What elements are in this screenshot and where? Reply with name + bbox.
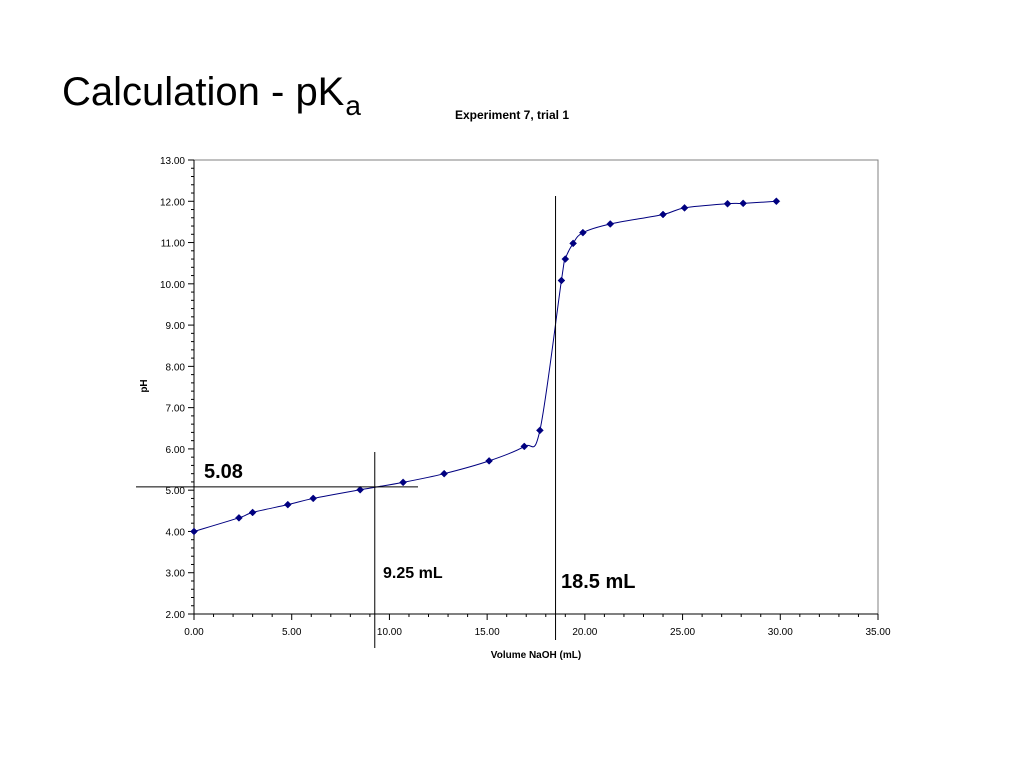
data-point <box>235 513 243 522</box>
y-tick-label: 13.00 <box>160 156 185 167</box>
x-axis-title: Volume NaOH (mL) <box>491 650 581 661</box>
data-point <box>659 210 667 219</box>
data-point <box>399 478 407 487</box>
y-tick-label: 12.00 <box>160 197 185 208</box>
series-curve <box>193 200 777 532</box>
x-tick-label: 5.00 <box>282 627 302 638</box>
data-point <box>248 508 257 517</box>
data-point <box>190 527 198 536</box>
data-point <box>536 426 544 435</box>
annotation-eq-volume: 18.5 mL <box>561 571 635 593</box>
x-tick-label: 30.00 <box>768 627 793 638</box>
y-tick-label: 7.00 <box>166 404 186 415</box>
y-tick-label: 6.00 <box>166 445 186 456</box>
data-point <box>440 469 449 478</box>
data-point <box>356 485 364 494</box>
reference-lines <box>136 196 557 648</box>
data-point <box>606 220 615 228</box>
x-tick-labels: 0.00 5.00 10.00 15.00 20.00 25.00 30.00 35.00 <box>184 627 891 638</box>
x-tick-label: 15.00 <box>475 627 500 638</box>
data-point <box>283 500 292 509</box>
y-tick-label: 2.00 <box>166 610 186 621</box>
y-tick-label: 8.00 <box>166 362 186 373</box>
x-tick-label: 25.00 <box>670 627 695 638</box>
slide-title-main: Calculation - pK <box>62 70 345 114</box>
slide-title: Calculation - pKa <box>62 70 361 122</box>
data-point <box>520 442 529 451</box>
data-point <box>723 199 732 208</box>
data-point <box>680 204 689 212</box>
y-tick-label: 4.00 <box>166 527 186 538</box>
slide-title-subscript: a <box>345 90 361 121</box>
data-point <box>561 255 570 263</box>
annotation-half-eq-volume: 9.25 mL <box>383 565 443 582</box>
x-tick-label: 10.00 <box>377 627 402 638</box>
x-tick-label: 0.00 <box>184 627 204 638</box>
series-points <box>190 197 781 536</box>
chart-title: Experiment 7, trial 1 <box>455 108 569 122</box>
y-tick-label: 3.00 <box>166 569 186 580</box>
data-point <box>772 197 781 206</box>
data-point <box>569 239 577 248</box>
data-point <box>557 276 566 285</box>
x-axis <box>193 613 879 620</box>
plot-area <box>193 159 879 615</box>
data-point <box>485 457 493 465</box>
y-axis-title: pH <box>139 379 150 392</box>
data-point <box>739 199 748 208</box>
y-tick-label: 10.00 <box>160 280 185 291</box>
x-tick-label: 20.00 <box>572 627 597 638</box>
y-tick-label: 9.00 <box>166 321 186 332</box>
annotation-half-eq-ph: 5.08 <box>204 461 243 483</box>
y-tick-label: 5.00 <box>166 486 186 497</box>
data-point <box>579 228 587 237</box>
data-point <box>309 494 318 503</box>
y-axis <box>188 159 195 615</box>
y-tick-label: 11.00 <box>161 239 186 250</box>
y-tick-labels: 2.00 3.00 4.00 5.00 6.00 7.00 8.00 9.00 10.00 11.… <box>160 156 185 621</box>
x-tick-label: 35.00 <box>865 627 890 638</box>
